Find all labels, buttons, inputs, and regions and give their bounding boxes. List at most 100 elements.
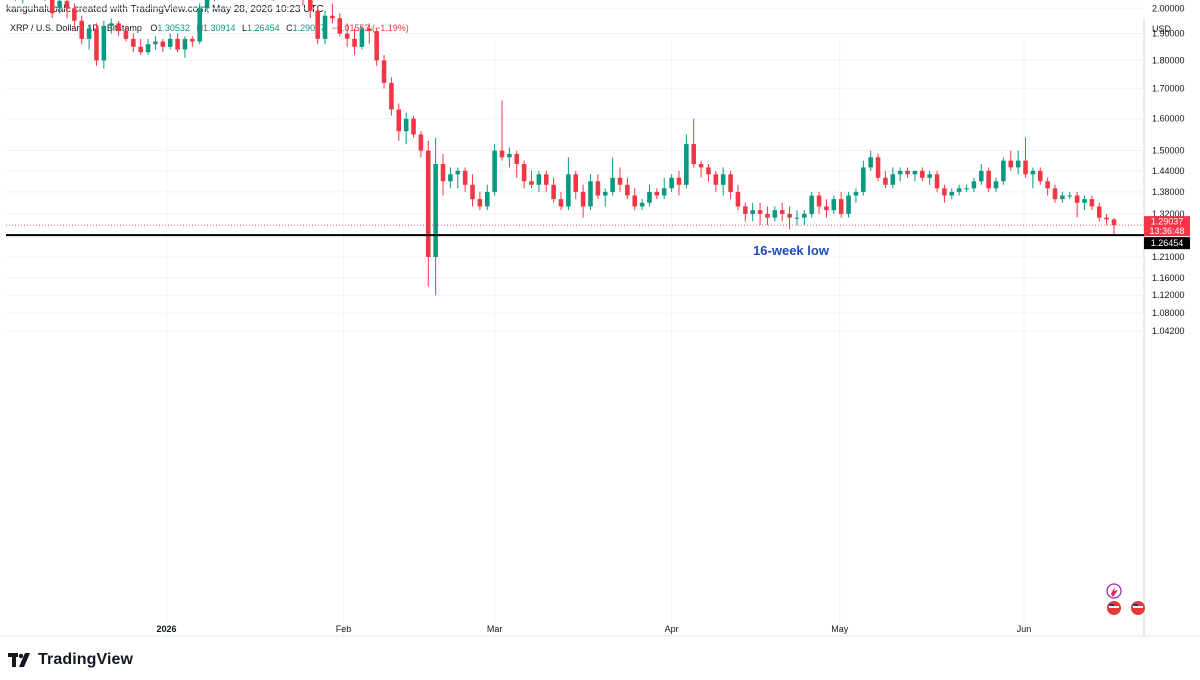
candle xyxy=(580,184,586,218)
candle-body xyxy=(101,25,107,61)
candle xyxy=(197,3,202,45)
candle xyxy=(728,170,733,200)
candle xyxy=(566,157,571,211)
chart-grid xyxy=(6,7,1144,636)
candle xyxy=(897,167,903,182)
candle xyxy=(374,28,379,66)
candle-body xyxy=(167,38,173,47)
candle-body xyxy=(411,118,416,135)
candle xyxy=(706,164,711,182)
candle xyxy=(14,0,16,1)
candle-body xyxy=(1001,160,1006,182)
candle-body xyxy=(197,8,202,42)
candle xyxy=(1089,195,1095,211)
candle-body xyxy=(381,60,387,83)
price-tick-label: 1.60000 xyxy=(1152,114,1185,124)
candle-body xyxy=(1015,160,1021,168)
candle xyxy=(816,191,822,214)
candle-body xyxy=(824,206,829,211)
candle-body xyxy=(558,199,564,207)
candle-body xyxy=(322,15,328,39)
time-tick-label: Mar xyxy=(487,624,503,634)
candle-body xyxy=(477,199,483,207)
candle xyxy=(123,25,129,42)
candle xyxy=(344,23,350,47)
candle xyxy=(101,20,107,69)
candle-body xyxy=(794,217,800,219)
candle xyxy=(602,188,608,207)
candle-body xyxy=(1089,199,1095,207)
candle-body xyxy=(425,150,431,257)
candle-body xyxy=(927,174,932,178)
candle xyxy=(182,36,188,58)
candle xyxy=(986,167,991,192)
candle-body xyxy=(647,191,652,203)
candle xyxy=(912,170,918,182)
price-tick-label: 1.32000 xyxy=(1152,209,1185,219)
candle xyxy=(1082,195,1087,211)
candle xyxy=(1096,202,1102,222)
candle xyxy=(499,100,505,161)
candle-body xyxy=(942,188,947,196)
candle xyxy=(359,25,365,50)
candle-body xyxy=(64,0,70,9)
candle-body xyxy=(455,170,461,175)
last-price-label: 1.29037 xyxy=(1151,217,1184,227)
candle xyxy=(1023,137,1028,178)
candle xyxy=(838,191,844,218)
candle-body xyxy=(470,184,475,200)
candle xyxy=(108,18,114,34)
candle-body xyxy=(779,210,785,214)
candle xyxy=(772,206,778,222)
candle-body xyxy=(720,174,726,185)
candle xyxy=(757,202,763,226)
candle xyxy=(470,174,475,207)
low-label: L xyxy=(242,23,248,33)
candle xyxy=(160,38,166,53)
candle xyxy=(883,170,888,189)
candle-body xyxy=(580,191,586,207)
price-tick-label: 1.38000 xyxy=(1152,187,1185,197)
candle-body xyxy=(735,191,741,207)
candle-body xyxy=(352,38,357,47)
candle-body xyxy=(57,0,62,9)
us-flag-icon[interactable] xyxy=(1131,601,1145,615)
symbol-name[interactable]: XRP / U.S. Dollar · 1D · Bitstamp xyxy=(10,23,142,33)
candle xyxy=(389,77,394,116)
candle xyxy=(131,33,136,53)
price-tick-label: 1.16000 xyxy=(1152,273,1185,283)
open-value: 1.30532 xyxy=(157,23,190,33)
candle xyxy=(153,36,158,50)
candle-body xyxy=(875,157,881,178)
candle-body xyxy=(588,181,593,207)
candle xyxy=(492,144,497,196)
candle xyxy=(661,177,667,200)
candle-body xyxy=(160,41,166,47)
candle xyxy=(1074,191,1080,218)
candle xyxy=(411,115,416,138)
candle-body xyxy=(1067,195,1073,197)
price-tick-label: 1.80000 xyxy=(1152,55,1185,65)
candle xyxy=(44,0,46,1)
candle xyxy=(573,170,579,200)
sync-icon[interactable] xyxy=(1106,583,1122,599)
candle xyxy=(861,160,866,196)
candle-body xyxy=(462,170,468,185)
candle xyxy=(654,188,660,200)
candle xyxy=(272,0,274,1)
candle-body xyxy=(890,174,896,185)
candle-body xyxy=(1074,195,1080,203)
candle-body xyxy=(315,10,320,39)
candle xyxy=(1104,213,1109,226)
us-flag-icon[interactable] xyxy=(1107,601,1121,615)
candle-body xyxy=(831,199,837,211)
candle-body xyxy=(713,174,719,185)
candle xyxy=(477,191,483,211)
tradingview-brand[interactable]: TradingView xyxy=(8,651,133,669)
candle xyxy=(1037,167,1043,185)
candle xyxy=(1111,217,1117,236)
candle xyxy=(802,210,807,226)
candle xyxy=(698,160,704,178)
time-tick-label: May xyxy=(831,624,849,634)
